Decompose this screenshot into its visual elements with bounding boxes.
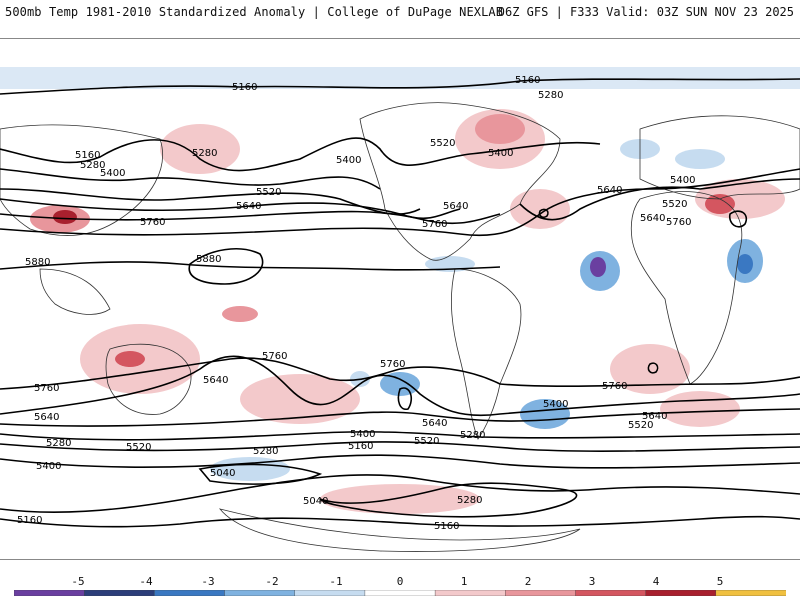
contour-label: 5760 [422, 219, 447, 230]
colorbar-segment [715, 590, 786, 596]
colorbar-tick: 3 [588, 575, 596, 588]
contour-label: 5280 [457, 495, 482, 506]
contour-label: 5400 [670, 175, 695, 186]
map-panel[interactable]: 5160 5160 5280 5280 5400 5400 5400 5520 … [0, 38, 800, 560]
colorbar-tick: 5 [716, 575, 724, 588]
contour-label: 5520 [256, 187, 281, 198]
contour-labels: 5160 5160 5280 5280 5400 5400 5400 5520 … [17, 75, 695, 532]
colorbar-segment [364, 590, 436, 596]
colorbar-segment [14, 590, 85, 596]
contour-label: 5160 [232, 82, 257, 93]
colorbar-tick: 1 [460, 575, 468, 588]
contour-label: 5400 [488, 148, 513, 159]
contour-label: 5760 [34, 383, 59, 394]
colorbar-segment [645, 590, 717, 596]
contour-label: 5160 [515, 75, 540, 86]
contour-label: 5280 [460, 430, 485, 441]
contour-label: 5760 [380, 359, 405, 370]
colorbar-segment [575, 590, 647, 596]
contour-label: 5400 [336, 155, 361, 166]
height-contours [0, 78, 800, 528]
contour-label: 5280 [538, 90, 563, 101]
contour-label: 5040 [303, 496, 328, 507]
contour-label: 5640 [642, 411, 667, 422]
contour-label: 5520 [414, 436, 439, 447]
contour-label: 5520 [430, 138, 455, 149]
map-title: 500mb Temp 1981-2010 Standardized Anomal… [5, 5, 504, 19]
contour-label: 5640 [640, 213, 665, 224]
contour-label: 5640 [422, 418, 447, 429]
contour-label: 5280 [253, 446, 278, 457]
colorbar-segment [294, 590, 366, 596]
contour-label: 5400 [543, 399, 568, 410]
contour-label: 5520 [628, 420, 653, 431]
contour-label: 5280 [46, 438, 71, 449]
colorbar-tick: 4 [652, 575, 660, 588]
colorbar-segment [83, 590, 156, 596]
colorbar-ticks: -5 -4 -3 -2 -1 0 1 2 3 4 5 [0, 570, 800, 600]
contour-label: 5400 [100, 168, 125, 179]
world-map: 5160 5160 5280 5280 5400 5400 5400 5520 … [0, 67, 800, 552]
contour-label: 5400 [36, 461, 61, 472]
contour-label: 5160 [434, 521, 459, 532]
colorbar [14, 590, 786, 596]
contour-label: 5760 [262, 351, 287, 362]
contour-label: 5760 [140, 217, 165, 228]
contour-label: 5880 [25, 257, 50, 268]
contour-label: 5040 [210, 468, 235, 479]
colorbar-segment [224, 590, 296, 596]
colorbar-tick: -2 [265, 575, 279, 588]
colorbar-tick: -1 [329, 575, 343, 588]
colorbar-segment [154, 590, 226, 596]
contour-label: 5160 [348, 441, 373, 452]
contour-label: 5760 [666, 217, 691, 228]
contour-label: 5640 [443, 201, 468, 212]
contour-label: 5640 [597, 185, 622, 196]
colorbar-tick: -4 [139, 575, 153, 588]
contour-label: 5160 [17, 515, 42, 526]
contour-label: 5640 [203, 375, 228, 386]
contour-label: 5280 [192, 148, 217, 159]
colorbar-tick: -3 [201, 575, 215, 588]
colorbar-segment [505, 590, 577, 596]
contour-label: 5640 [34, 412, 59, 423]
contour-label: 5520 [662, 199, 687, 210]
model-run-info: 06Z GFS | F333 Valid: 03Z SUN NOV 23 202… [497, 5, 794, 19]
contour-label: 5160 [75, 150, 100, 161]
colorbar-tick: 0 [396, 575, 404, 588]
contour-label: 5400 [350, 429, 375, 440]
colorbar-tick: -5 [71, 575, 85, 588]
contour-label: 5880 [196, 254, 221, 265]
contour-label: 5280 [80, 160, 105, 171]
anomaly-shading [0, 67, 800, 514]
colorbar-segment [434, 590, 506, 596]
header-bar: 500mb Temp 1981-2010 Standardized Anomal… [0, 0, 800, 34]
contour-label: 5640 [236, 201, 261, 212]
colorbar-tick: 2 [524, 575, 532, 588]
contour-label: 5520 [126, 442, 151, 453]
contour-label: 5760 [602, 381, 627, 392]
